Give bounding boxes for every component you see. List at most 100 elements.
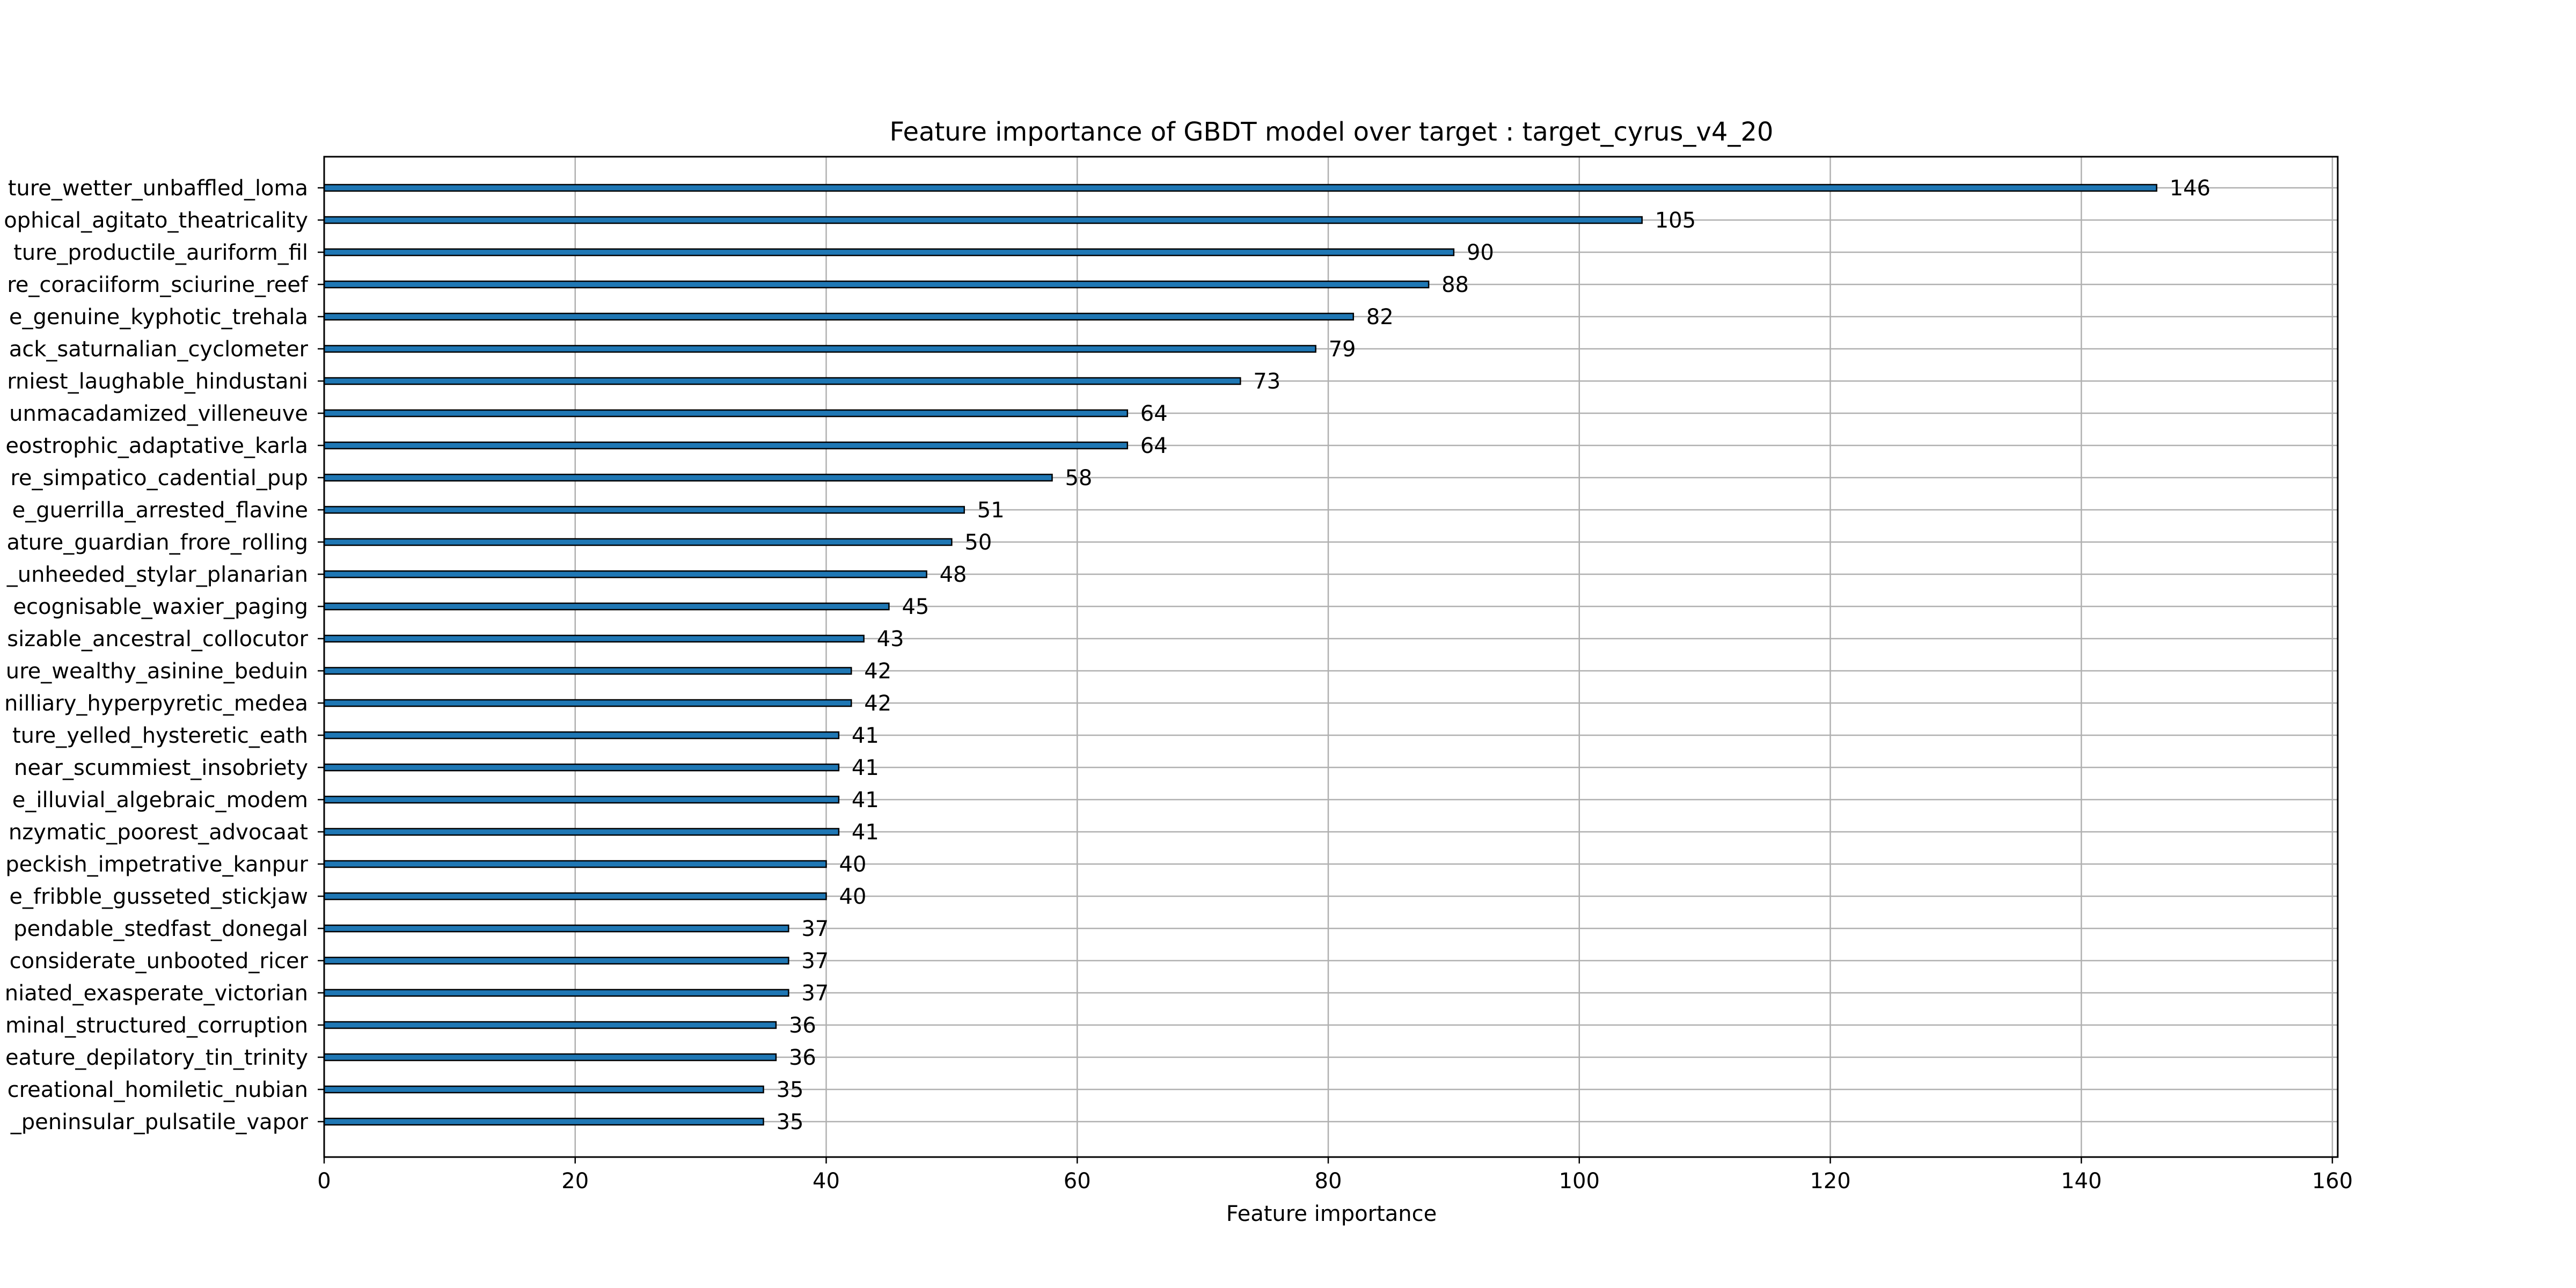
bar-value-label: 41 <box>852 756 879 780</box>
bar <box>323 1085 764 1094</box>
x-axis-label: Feature importance <box>1226 1202 1437 1226</box>
x-tick-label: 0 <box>317 1169 331 1194</box>
y-axis: ture_wetter_unbaffled_loma ophical_agitat… <box>4 176 324 1135</box>
bar <box>323 441 1129 450</box>
bar-value-label: 51 <box>977 498 1005 523</box>
y-tick-label: nilliary_hyperpyretic_medea <box>4 691 308 716</box>
y-tick-label: near_scummiest_insobriety <box>14 756 308 780</box>
y-tick-label: _unheeded_stylar_planarian <box>6 562 308 587</box>
bar-value-label: 37 <box>801 981 829 1006</box>
y-tick-label: creational_homiletic_nubian <box>8 1078 308 1102</box>
y-tick-label: ture_wetter_unbaffled_loma <box>8 176 308 201</box>
x-tick-label: 40 <box>813 1169 840 1194</box>
bar-value-label: 64 <box>1140 434 1168 458</box>
y-tick-label: peckish_impetrative_kanpur <box>5 852 308 877</box>
bar-value-label: 41 <box>852 788 879 813</box>
bar-value-label: 42 <box>864 659 891 684</box>
bar-value-label: 88 <box>1441 273 1469 297</box>
y-tick-label: ecognisable_waxier_paging <box>13 595 308 619</box>
bar <box>323 892 827 901</box>
bar-value-label: 64 <box>1140 401 1168 426</box>
bar <box>323 377 1241 385</box>
bar-value-label: 105 <box>1655 208 1696 233</box>
bar <box>323 216 1643 224</box>
bar <box>323 989 789 997</box>
bar <box>323 1117 764 1126</box>
bar <box>323 667 852 675</box>
y-tick-label: minal_structured_corruption <box>5 1013 308 1038</box>
y-tick-label: considerate_unbooted_ricer <box>10 949 309 974</box>
bar-value-label: 40 <box>839 884 867 909</box>
bar-value-label: 73 <box>1253 369 1280 394</box>
bar-value-label: 82 <box>1366 305 1394 330</box>
y-tick-label: re_simpatico_cadential_pup <box>10 466 308 491</box>
bar-value-label: 79 <box>1329 337 1356 362</box>
bar <box>323 1053 777 1062</box>
y-tick-label: eature_depilatory_tin_trinity <box>5 1045 308 1070</box>
x-tick-label: 60 <box>1064 1169 1091 1194</box>
chart-title: Feature importance of GBDT model over ta… <box>890 117 1774 147</box>
bar <box>323 280 1430 289</box>
bar <box>323 699 852 707</box>
bar-value-label: 48 <box>940 562 967 587</box>
bar-value-label: 45 <box>902 595 929 619</box>
bar-value-label: 40 <box>839 852 867 877</box>
bar <box>323 570 927 579</box>
bar <box>323 828 840 836</box>
x-tick-label: 160 <box>2312 1169 2353 1194</box>
bars <box>323 184 2157 1126</box>
y-tick-label: ure_wealthy_asinine_beduin <box>6 659 308 684</box>
y-tick-label: rniest_laughable_hindustani <box>7 369 308 394</box>
bar <box>323 506 965 514</box>
bar <box>323 924 789 933</box>
y-tick-label: _peninsular_pulsatile_vapor <box>10 1110 309 1135</box>
bar-value-label: 36 <box>789 1013 816 1038</box>
plot-frame <box>323 156 2339 1158</box>
y-tick-label: unmacadamized_villeneuve <box>9 401 308 426</box>
bar-value-label: 146 <box>2170 176 2211 201</box>
bar-value-label: 36 <box>789 1045 816 1070</box>
y-tick-label: eostrophic_adaptative_karla <box>5 434 308 458</box>
bar <box>323 795 840 804</box>
y-tick-label: ophical_agitato_theatricality <box>4 208 308 233</box>
bar-value-label: 37 <box>801 917 829 941</box>
bar <box>323 1021 777 1029</box>
bar-value-label: 41 <box>852 723 879 748</box>
bar-value-label: 43 <box>877 627 904 652</box>
bar <box>323 860 827 868</box>
bar <box>323 184 2157 192</box>
x-tick-label: 20 <box>561 1169 589 1194</box>
bar-value-label: 35 <box>777 1110 804 1135</box>
bar-value-label: 58 <box>1065 466 1092 491</box>
x-axis: 0 20 40 60 80 100 120 140 160 <box>317 1157 2353 1194</box>
y-tick-label: ack_saturnalian_cyclometer <box>9 337 309 362</box>
bar <box>323 409 1129 418</box>
y-tick-label: e_fribble_gusseted_stickjaw <box>9 884 308 909</box>
bar-value-label: 42 <box>864 691 891 716</box>
bar <box>323 956 789 965</box>
y-tick-label: e_illuvial_algebraic_modem <box>12 788 308 813</box>
bar <box>323 345 1316 353</box>
y-tick-label: sizable_ancestral_collocutor <box>7 627 308 652</box>
bar <box>323 763 840 772</box>
data-labels: 146 105 90 88 82 79 73 64 64 58 51 50 48 45 43 42 42 41 41… <box>777 176 2211 1135</box>
bar-value-label: 50 <box>964 530 992 555</box>
bar-value-label: 90 <box>1467 240 1494 265</box>
bar <box>323 538 953 546</box>
y-tick-label: e_genuine_kyphotic_trehala <box>9 305 308 330</box>
bar <box>323 473 1053 482</box>
bar-value-label: 35 <box>777 1078 804 1102</box>
bar-value-label: 37 <box>801 949 829 974</box>
x-tick-label: 120 <box>1810 1169 1850 1194</box>
bar <box>323 731 840 740</box>
y-tick-label: nzymatic_poorest_advocaat <box>9 820 308 845</box>
y-tick-label: ture_productile_auriform_fil <box>13 240 308 265</box>
x-tick-label: 80 <box>1315 1169 1342 1194</box>
y-tick-label: ture_yelled_hysteretic_eath <box>12 723 308 748</box>
y-tick-label: ature_guardian_frore_rolling <box>6 530 308 555</box>
y-tick-label: pendable_stedfast_donegal <box>13 917 308 941</box>
x-tick-label: 140 <box>2061 1169 2102 1194</box>
x-tick-label: 100 <box>1559 1169 1600 1194</box>
